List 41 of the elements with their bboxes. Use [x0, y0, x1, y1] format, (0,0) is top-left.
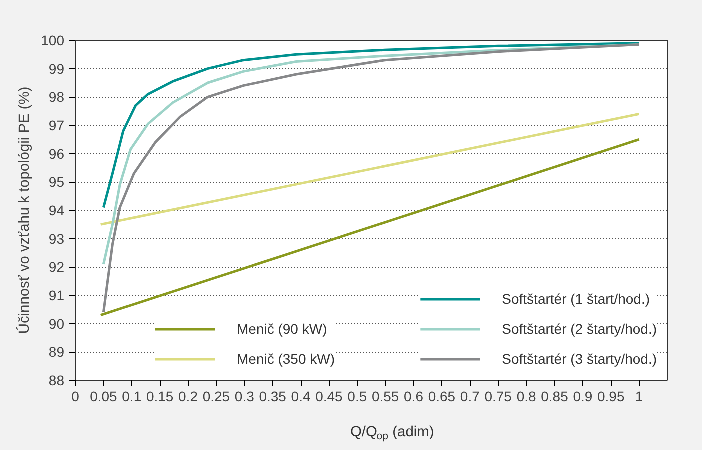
- y-tick-label: 96: [48, 146, 65, 162]
- legend-label: Menič (350 kW): [237, 351, 336, 367]
- x-tick-label: 0.25: [202, 388, 230, 404]
- y-tick-label: 91: [48, 288, 65, 304]
- y-tick-label: 98: [48, 89, 65, 106]
- x-tick-label: 0.35: [259, 388, 287, 404]
- y-tick-label: 89: [48, 344, 65, 360]
- line-series: [102, 42, 641, 209]
- y-tick-label: 93: [48, 230, 65, 247]
- x-tick-label: 0: [72, 388, 80, 404]
- x-tick-label: 0.8: [516, 388, 536, 404]
- x-tick-label: 0.45: [316, 388, 344, 404]
- legend-label: Softštartér (3 štarty/hod.): [502, 351, 657, 367]
- x-tick-label: 0.5: [348, 388, 368, 404]
- legend-label: Softštartér (2 štarty/hod.): [502, 321, 657, 337]
- x-tick-label: 0.65: [428, 388, 456, 404]
- x-tick-label: 0.95: [597, 388, 625, 404]
- legend-label: Menič (90 kW): [237, 321, 328, 337]
- y-tick-label: 94: [48, 202, 65, 218]
- y-tick-label: 92: [48, 259, 65, 276]
- x-tick-label: 0.6: [404, 388, 424, 404]
- x-tick-label: 0.05: [90, 388, 118, 404]
- x-tick-label: 0.9: [573, 388, 593, 404]
- y-axis-title: Účinnosť vo vzťahu k topológii PE (%): [16, 86, 34, 334]
- legend-label: Softštartér (1 štart/hod.): [502, 291, 650, 307]
- x-tick-label: 0.3: [234, 388, 255, 404]
- x-tick-label: 0.15: [146, 388, 174, 404]
- y-tick-label: 90: [48, 316, 65, 332]
- x-tick-label: 0.4: [291, 388, 311, 404]
- x-tick-label: 0.75: [484, 388, 512, 404]
- y-tick-label: 88: [48, 372, 65, 388]
- y-tick-label: 97: [48, 118, 65, 134]
- x-tick-label: 0.2: [178, 388, 198, 404]
- y-tick-label: 99: [48, 60, 65, 77]
- y-tick-label: 95: [48, 174, 65, 190]
- x-tick-label: 0.7: [460, 388, 480, 404]
- x-tick-label: 1: [635, 388, 644, 404]
- x-tick-label: 0.85: [541, 388, 569, 404]
- x-tick-label: 0.55: [372, 388, 400, 404]
- y-tick-label: 100: [41, 32, 65, 48]
- x-tick-label: 0.1: [122, 388, 142, 404]
